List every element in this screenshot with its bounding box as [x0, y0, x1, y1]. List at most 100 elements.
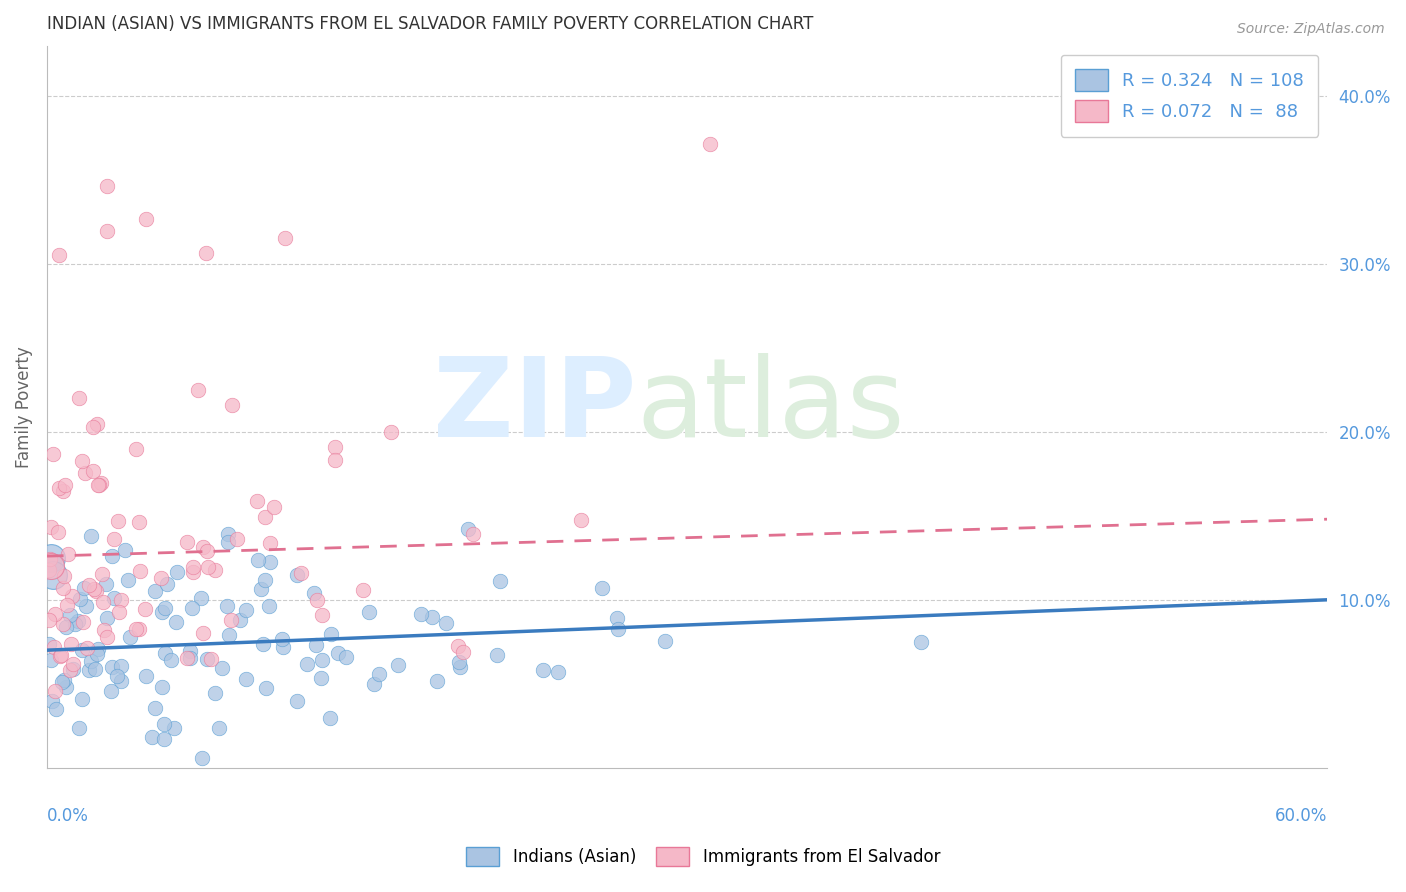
Point — [110, 658, 132, 673]
Point — [96, 630, 118, 644]
Point — [271, 632, 294, 647]
Point — [82, 464, 104, 478]
Point — [302, 586, 325, 600]
Point — [271, 640, 294, 654]
Point — [39, 559, 62, 574]
Point — [39, 550, 62, 565]
Point — [910, 635, 932, 649]
Point — [67, 614, 90, 628]
Point — [91, 595, 114, 609]
Point — [531, 663, 554, 677]
Point — [80, 529, 103, 543]
Point — [77, 578, 100, 592]
Point — [73, 581, 96, 595]
Point — [191, 750, 214, 764]
Point — [485, 648, 508, 662]
Point — [380, 425, 402, 439]
Point — [190, 591, 212, 606]
Point — [217, 526, 239, 541]
Point — [53, 478, 76, 492]
Point — [114, 543, 136, 558]
Point — [96, 224, 118, 238]
Point — [451, 645, 474, 659]
Point — [38, 613, 60, 627]
Point — [699, 136, 721, 151]
Point — [311, 671, 333, 685]
Point — [91, 566, 114, 581]
Point — [387, 657, 409, 672]
Point — [153, 601, 176, 615]
Point — [215, 599, 238, 614]
Point — [44, 684, 66, 698]
Point — [211, 660, 233, 674]
Point — [96, 577, 118, 591]
Point — [125, 623, 148, 637]
Point — [83, 662, 105, 676]
Point — [42, 567, 65, 582]
Point — [135, 211, 157, 226]
Point — [41, 520, 63, 534]
Point — [100, 660, 122, 674]
Point — [63, 616, 86, 631]
Point — [76, 640, 98, 655]
Point — [143, 583, 166, 598]
Point — [38, 563, 60, 577]
Point — [135, 669, 157, 683]
Point — [204, 685, 226, 699]
Point — [103, 591, 125, 606]
Point — [200, 651, 222, 665]
Point — [461, 527, 484, 541]
Point — [204, 563, 226, 577]
Point — [195, 544, 218, 558]
Point — [96, 611, 118, 625]
Point — [52, 617, 75, 632]
Point — [70, 692, 93, 706]
Point — [246, 552, 269, 566]
Point — [256, 681, 278, 696]
Point — [547, 665, 569, 680]
Point — [86, 478, 108, 492]
Point — [311, 608, 333, 623]
Point — [49, 648, 72, 662]
Point — [319, 626, 342, 640]
Point — [436, 616, 458, 631]
Point — [134, 602, 156, 616]
Point — [449, 660, 471, 674]
Point — [77, 663, 100, 677]
Y-axis label: Family Poverty: Family Poverty — [15, 346, 32, 467]
Point — [129, 564, 152, 578]
Point — [259, 536, 281, 550]
Point — [193, 626, 215, 640]
Point — [67, 391, 90, 405]
Point — [259, 555, 281, 569]
Text: ZIP: ZIP — [433, 353, 636, 460]
Point — [181, 601, 204, 615]
Text: INDIAN (ASIAN) VS IMMIGRANTS FROM EL SALVADOR FAMILY POVERTY CORRELATION CHART: INDIAN (ASIAN) VS IMMIGRANTS FROM EL SAL… — [46, 15, 813, 33]
Point — [90, 476, 112, 491]
Point — [193, 541, 215, 555]
Point — [249, 582, 271, 596]
Point — [183, 565, 205, 579]
Point — [155, 577, 177, 591]
Text: 60.0%: 60.0% — [1275, 807, 1327, 825]
Point — [165, 615, 187, 629]
Point — [82, 420, 104, 434]
Point — [606, 611, 628, 625]
Point — [42, 640, 65, 655]
Point — [39, 653, 62, 667]
Point — [319, 711, 342, 725]
Point — [290, 566, 312, 580]
Point — [181, 559, 204, 574]
Point — [75, 599, 97, 613]
Point — [159, 653, 181, 667]
Point — [72, 615, 94, 629]
Point — [103, 532, 125, 546]
Point — [449, 655, 471, 669]
Point — [304, 639, 326, 653]
Point — [44, 554, 66, 568]
Point — [101, 549, 124, 563]
Point — [194, 246, 217, 260]
Point — [179, 651, 201, 665]
Point — [221, 613, 243, 627]
Point — [197, 652, 219, 666]
